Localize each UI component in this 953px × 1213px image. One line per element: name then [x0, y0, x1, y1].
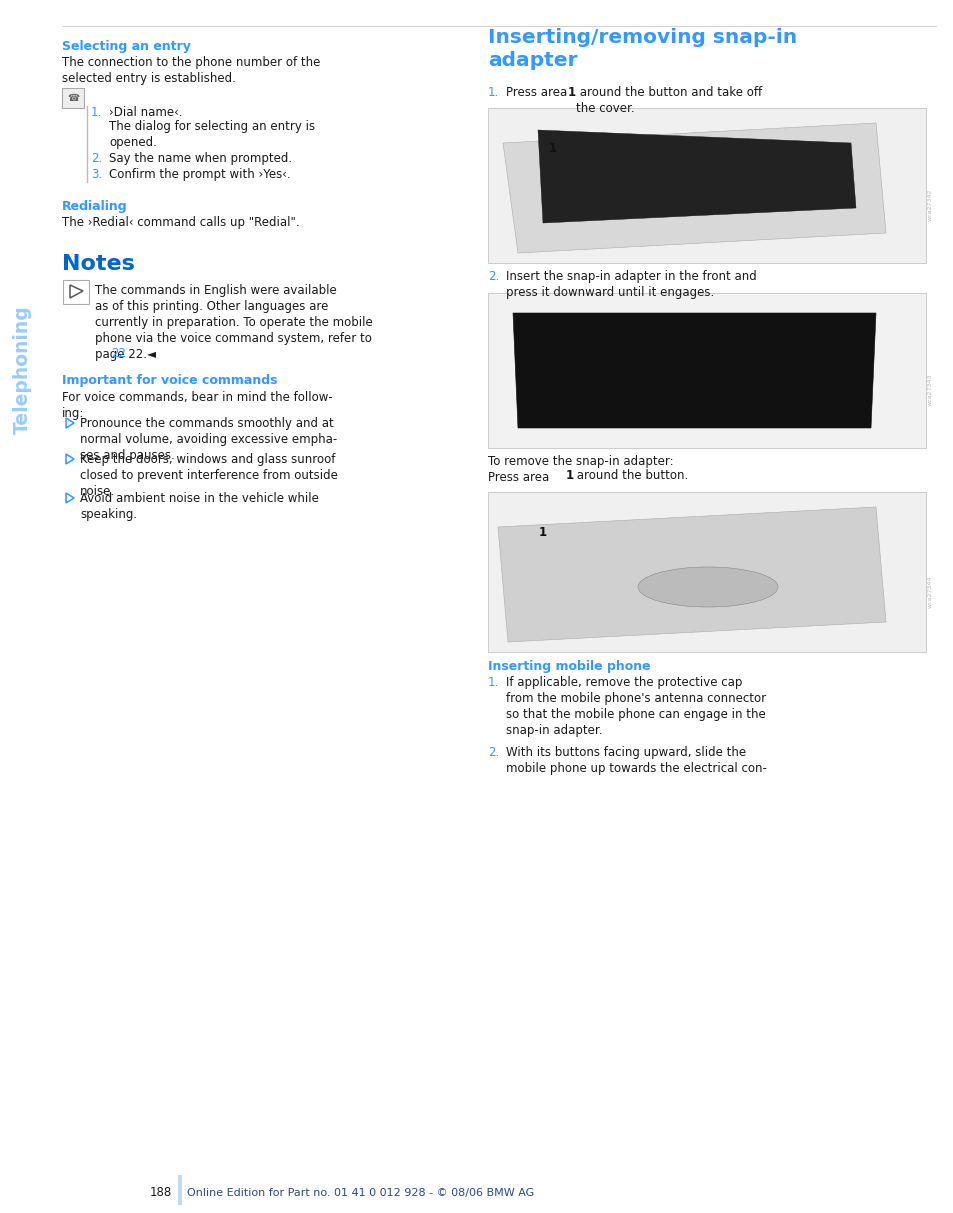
Text: Inserting mobile phone: Inserting mobile phone	[488, 660, 650, 673]
Text: To remove the snap-in adapter:
Press area: To remove the snap-in adapter: Press are…	[488, 455, 673, 484]
Text: Pronounce the commands smoothly and at
normal volume, avoiding excessive empha-
: Pronounce the commands smoothly and at n…	[80, 417, 337, 462]
Text: 1: 1	[565, 469, 574, 482]
Bar	[62, 89, 84, 108]
Text: 1.: 1.	[488, 676, 498, 689]
Text: wca27344: wca27344	[927, 576, 932, 608]
Ellipse shape	[638, 566, 778, 606]
Bar	[488, 108, 925, 263]
Polygon shape	[502, 123, 885, 254]
Text: Telephoning: Telephoning	[12, 306, 31, 434]
Polygon shape	[537, 130, 855, 223]
Text: For voice commands, bear in mind the follow-
ing:: For voice commands, bear in mind the fol…	[62, 391, 333, 420]
Text: If applicable, remove the protective cap
from the mobile phone's antenna connect: If applicable, remove the protective cap…	[505, 676, 765, 738]
Text: 1.: 1.	[91, 106, 102, 119]
Text: With its buttons facing upward, slide the
mobile phone up towards the electrical: With its buttons facing upward, slide th…	[505, 746, 766, 775]
Text: 188: 188	[150, 1186, 172, 1200]
Bar	[488, 492, 925, 653]
Text: The ›Redial‹ command calls up "Redial".: The ›Redial‹ command calls up "Redial".	[62, 216, 299, 229]
Text: Say the name when prompted.: Say the name when prompted.	[109, 152, 292, 165]
Text: 2.: 2.	[488, 746, 498, 759]
Text: wca27342: wca27342	[927, 189, 932, 221]
Text: The connection to the phone number of the
selected entry is established.: The connection to the phone number of th…	[62, 56, 320, 85]
Text: Avoid ambient noise in the vehicle while
speaking.: Avoid ambient noise in the vehicle while…	[80, 492, 318, 522]
Text: around the button and take off
the cover.: around the button and take off the cover…	[576, 86, 761, 115]
Polygon shape	[497, 507, 885, 642]
Text: 1.: 1.	[488, 86, 498, 99]
Text: 1: 1	[567, 86, 576, 99]
Text: Press area: Press area	[505, 86, 571, 99]
Polygon shape	[513, 313, 875, 428]
Text: Selecting an entry: Selecting an entry	[62, 40, 191, 53]
Bar	[488, 294, 925, 448]
Bar	[178, 1175, 182, 1205]
Text: 2.: 2.	[91, 152, 102, 165]
Text: Insert the snap-in adapter in the front and
press it downward until it engages.: Insert the snap-in adapter in the front …	[505, 270, 756, 298]
Text: The dialog for selecting an entry is
opened.: The dialog for selecting an entry is ope…	[109, 120, 314, 149]
Text: ›Dial name‹.: ›Dial name‹.	[109, 106, 182, 119]
Text: Inserting/removing snap-in
adapter: Inserting/removing snap-in adapter	[488, 28, 797, 70]
Text: Notes: Notes	[62, 254, 134, 274]
Text: wca27343: wca27343	[927, 374, 932, 406]
Bar	[63, 280, 89, 304]
Text: ☎: ☎	[67, 93, 79, 103]
Text: Important for voice commands: Important for voice commands	[62, 374, 277, 387]
Text: 2.: 2.	[488, 270, 498, 283]
Text: 3.: 3.	[91, 167, 102, 181]
Text: Keep the doors, windows and glass sunroof
closed to prevent interference from ou: Keep the doors, windows and glass sunroo…	[80, 452, 337, 499]
Text: around the button.: around the button.	[573, 469, 687, 482]
Text: The commands in English were available
as of this printing. Other languages are
: The commands in English were available a…	[95, 284, 373, 361]
Text: Confirm the prompt with ›Yes‹.: Confirm the prompt with ›Yes‹.	[109, 167, 291, 181]
Text: 1: 1	[548, 142, 557, 154]
Text: 1: 1	[538, 525, 546, 539]
Text: 22: 22	[111, 347, 126, 360]
Text: Online Edition for Part no. 01 41 0 012 928 - © 08/06 BMW AG: Online Edition for Part no. 01 41 0 012 …	[187, 1188, 534, 1198]
Text: Redialing: Redialing	[62, 200, 128, 213]
